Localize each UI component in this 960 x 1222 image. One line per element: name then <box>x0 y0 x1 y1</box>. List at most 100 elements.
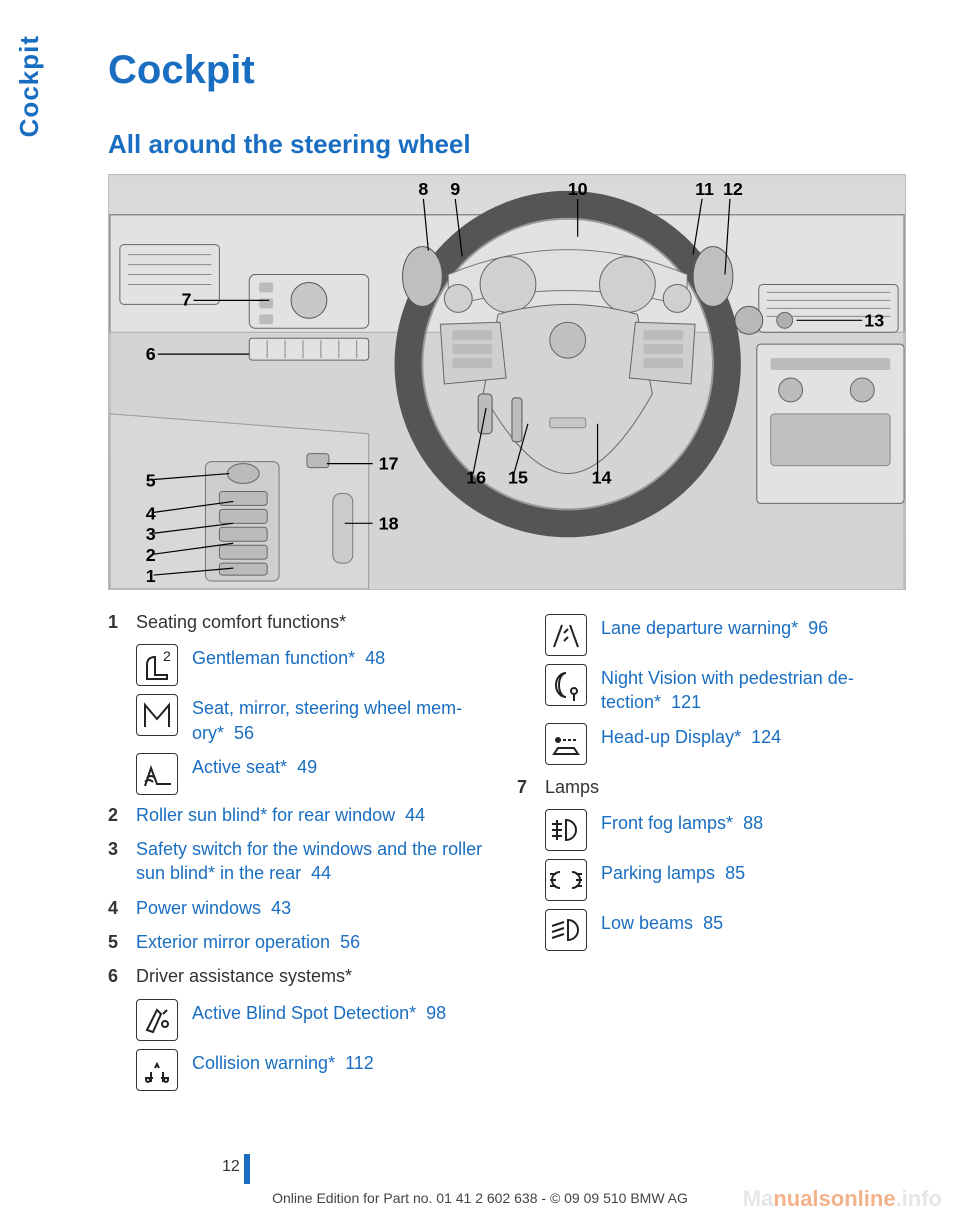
diagram-svg: 123456789101112131415161718 <box>109 175 905 589</box>
page-ref: 44 <box>311 863 331 883</box>
icon-link[interactable]: Active seat* 49 <box>192 753 497 795</box>
legend-num: 7 <box>517 775 545 799</box>
svg-text:7: 7 <box>182 289 192 309</box>
svg-text:18: 18 <box>379 513 399 533</box>
icon-link[interactable]: Head-up Display* 124 <box>601 723 906 765</box>
legend-link-text: Safety switch for the windows and the ro… <box>136 839 482 883</box>
legend-item-6-icons: Active Blind Spot Detec­tion* 98 Collisio… <box>136 999 497 1091</box>
legend-link[interactable]: Exterior mirror operation 56 <box>136 930 497 954</box>
watermark: Manualsonline.info <box>743 1186 942 1212</box>
icon-row: Low beams 85 <box>545 909 906 951</box>
icon-link[interactable]: Gentleman function* 48 <box>192 644 497 686</box>
icon-link[interactable]: Front fog lamps* 88 <box>601 809 906 851</box>
svg-text:4: 4 <box>146 503 156 523</box>
legend-item-6: 6 Driver assistance systems* <box>108 964 497 988</box>
page-ref: 44 <box>405 805 425 825</box>
icon-row: Collision warning* 112 <box>136 1049 497 1091</box>
svg-text:10: 10 <box>568 179 588 199</box>
icon-link[interactable]: Active Blind Spot Detec­tion* 98 <box>192 999 497 1041</box>
svg-text:3: 3 <box>146 524 156 544</box>
watermark-suffix: .info <box>896 1186 942 1211</box>
svg-text:13: 13 <box>864 310 884 330</box>
legend-link[interactable]: Safety switch for the windows and the ro… <box>136 837 497 886</box>
legend-num: 5 <box>108 930 136 954</box>
svg-text:9: 9 <box>450 179 460 199</box>
nightvis-icon <box>545 664 587 706</box>
legend-num: 3 <box>108 837 136 886</box>
steering-wheel-diagram: 123456789101112131415161718 <box>108 174 906 590</box>
legend-link-text: Exterior mirror operation <box>136 932 330 952</box>
legend-item-5: 5 Exterior mirror operation 56 <box>108 930 497 954</box>
legend-item-2: 2 Roller sun blind* for rear window 44 <box>108 803 497 827</box>
icon-row: Lane departure warning* 96 <box>545 614 906 656</box>
icon-row: Active Blind Spot Detec­tion* 98 <box>136 999 497 1041</box>
page-content: Cockpit All around the steering wheel <box>108 48 906 1099</box>
icon-row: Parking lamps 85 <box>545 859 906 901</box>
icon-link[interactable]: Night Vision with pedestrian de­tection*… <box>601 664 906 715</box>
legend-link-text: Power windows <box>136 898 261 918</box>
legend-link[interactable]: Roller sun blind* for rear window 44 <box>136 803 497 827</box>
legend-columns: 1 Seating comfort functions* 2 Gentleman … <box>108 610 906 1099</box>
legend-item-4: 4 Power windows 43 <box>108 896 497 920</box>
legend-label: Seating comfort functions* <box>136 610 497 634</box>
lanedep-icon <box>545 614 587 656</box>
svg-text:15: 15 <box>508 468 528 488</box>
foglamp-icon <box>545 809 587 851</box>
legend-item-7-icons: Front fog lamps* 88 Parking lamps 85 Low b… <box>545 809 906 951</box>
legend-item-3: 3 Safety switch for the windows and the … <box>108 837 497 886</box>
svg-text:11: 11 <box>695 179 714 199</box>
legend-col-1: 1 Seating comfort functions* 2 Gentleman … <box>108 610 497 1099</box>
svg-text:5: 5 <box>146 470 156 490</box>
svg-text:14: 14 <box>592 468 612 488</box>
svg-text:2: 2 <box>163 648 171 664</box>
seat2-icon: 2 <box>136 644 178 686</box>
side-tab: Cockpit <box>14 35 45 137</box>
legend-num: 6 <box>108 964 136 988</box>
legend-label: Lamps <box>545 775 906 799</box>
section-heading: All around the steering wheel <box>108 129 906 160</box>
legend-num: 4 <box>108 896 136 920</box>
icon-row: Head-up Display* 124 <box>545 723 906 765</box>
collision-icon <box>136 1049 178 1091</box>
page-title: Cockpit <box>108 48 906 93</box>
svg-text:6: 6 <box>146 344 156 364</box>
icon-row: Active seat* 49 <box>136 753 497 795</box>
watermark-prefix: Ma <box>743 1186 774 1211</box>
legend-label: Driver assistance systems* <box>136 964 497 988</box>
memoryM-icon <box>136 694 178 736</box>
icon-link[interactable]: Lane departure warning* 96 <box>601 614 906 656</box>
page-number-bar <box>244 1154 250 1184</box>
icon-row: Night Vision with pedestrian de­tection*… <box>545 664 906 715</box>
icon-row: 2 Gentleman function* 48 <box>136 644 497 686</box>
svg-text:1: 1 <box>146 566 156 586</box>
svg-text:12: 12 <box>723 179 743 199</box>
blindspot-icon <box>136 999 178 1041</box>
icon-row: Front fog lamps* 88 <box>545 809 906 851</box>
svg-text:2: 2 <box>146 545 156 565</box>
legend-num: 1 <box>108 610 136 634</box>
icon-link[interactable]: Collision warning* 112 <box>192 1049 497 1091</box>
lowbeam-icon <box>545 909 587 951</box>
legend-col-2: Lane departure warning* 96 Night Vision w… <box>517 610 906 1099</box>
icon-row: Seat, mirror, steering wheel mem­ory* 56 <box>136 694 497 745</box>
icon-link[interactable]: Seat, mirror, steering wheel mem­ory* 56 <box>192 694 497 745</box>
icon-link[interactable]: Parking lamps 85 <box>601 859 906 901</box>
legend-col2-top-icons: Lane departure warning* 96 Night Vision w… <box>545 614 906 765</box>
svg-text:17: 17 <box>379 454 399 474</box>
icon-link[interactable]: Low beams 85 <box>601 909 906 951</box>
page-ref: 56 <box>340 932 360 952</box>
parklamp-icon <box>545 859 587 901</box>
page-number: 12 <box>222 1158 240 1176</box>
svg-text:8: 8 <box>418 179 428 199</box>
legend-num: 2 <box>108 803 136 827</box>
activeseat-icon <box>136 753 178 795</box>
watermark-main: nualsonline <box>773 1186 895 1211</box>
legend-item-1-icons: 2 Gentleman function* 48 Seat, mirror, ste… <box>136 644 497 795</box>
svg-text:16: 16 <box>466 468 486 488</box>
legend-link[interactable]: Power windows 43 <box>136 896 497 920</box>
legend-item-7: 7 Lamps <box>517 775 906 799</box>
page-ref: 43 <box>271 898 291 918</box>
legend-item-1: 1 Seating comfort functions* <box>108 610 497 634</box>
hud-icon <box>545 723 587 765</box>
legend-link-text: Roller sun blind* for rear window <box>136 805 395 825</box>
